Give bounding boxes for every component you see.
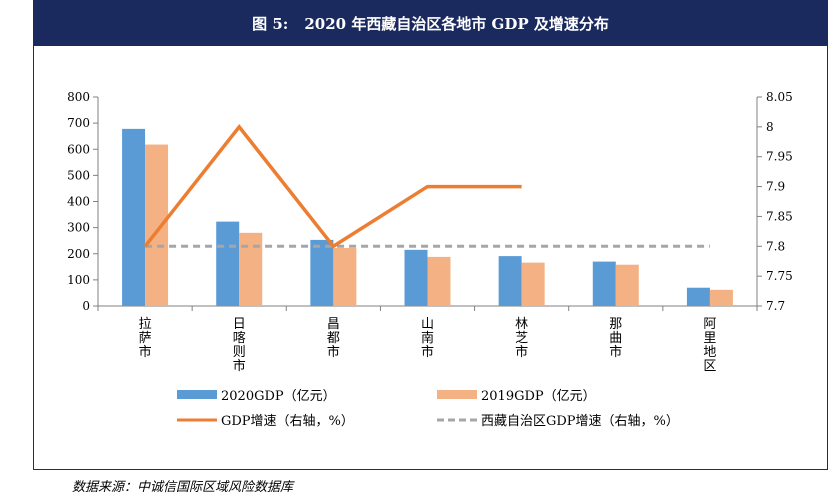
bar-2020gdp xyxy=(404,249,428,306)
x-tick-label: 林 xyxy=(515,317,528,332)
x-tick-label: 芝 xyxy=(515,330,528,346)
line-gdp-growth xyxy=(143,124,522,249)
legend-label: 2019GDP（亿元） xyxy=(481,389,596,404)
bar-2019gdp xyxy=(615,264,639,306)
y-right-tick-label: 7.85 xyxy=(766,209,793,223)
figure-title: 2020 年西藏自治区各地市 GDP 及增速分布 xyxy=(304,14,609,33)
x-tick-label: 地 xyxy=(703,345,716,360)
y-right-tick-label: 8.05 xyxy=(766,90,793,104)
bar-2020gdp xyxy=(498,256,522,306)
bar-2019gdp xyxy=(427,256,451,306)
x-tick-label: 山 xyxy=(421,317,434,332)
x-tick-label: 拉 xyxy=(139,317,152,332)
y-left-tick-label: 400 xyxy=(67,195,90,209)
bar-2019gdp xyxy=(239,232,263,306)
y-right-tick-label: 7.8 xyxy=(766,239,785,253)
x-tick-label: 里 xyxy=(703,331,716,346)
x-tick-label: 则 xyxy=(233,345,246,360)
y-right-tick-label: 7.7 xyxy=(766,299,785,313)
y-left-tick-label: 600 xyxy=(67,142,90,156)
x-tick-label: 市 xyxy=(609,344,622,360)
x-tick-label: 阿 xyxy=(703,317,716,332)
legend-label: 西藏自治区GDP增速（右轴，%） xyxy=(481,414,679,429)
legend-label: 2020GDP（亿元） xyxy=(221,389,336,404)
x-tick-label: 日 xyxy=(233,317,246,332)
x-tick-label: 市 xyxy=(139,344,152,360)
x-tick-label: 喀 xyxy=(233,330,246,346)
legend-label: GDP增速（右轴，%） xyxy=(221,414,354,429)
y-left-tick-label: 300 xyxy=(67,221,90,235)
legend-swatch xyxy=(177,390,217,399)
y-left-tick-label: 200 xyxy=(67,247,90,261)
bar-2019gdp xyxy=(521,262,545,306)
y-right-tick-label: 7.9 xyxy=(766,180,785,194)
x-tick-label: 市 xyxy=(233,358,246,374)
bar-2019gdp xyxy=(709,289,733,306)
legend-swatch xyxy=(437,390,477,399)
x-tick-label: 南 xyxy=(421,330,434,346)
y-left-tick-label: 800 xyxy=(67,90,90,104)
bar-2019gdp xyxy=(145,144,169,306)
x-tick-label: 那 xyxy=(609,317,622,332)
x-tick-label: 区 xyxy=(703,359,716,374)
x-tick-label: 曲 xyxy=(609,331,622,346)
y-left-tick-label: 700 xyxy=(67,116,90,130)
y-left-tick-label: 100 xyxy=(67,273,90,287)
x-tick-label: 市 xyxy=(421,344,434,360)
chart-svg: 0 100 200 300 400 500 600 700 800 7.7 7.75 7.8 7.85 7… xyxy=(67,90,793,429)
bar-2020gdp xyxy=(310,239,334,306)
x-tick-label: 萨 xyxy=(139,331,152,346)
source-note: 数据来源：中诚信国际区域风险数据库 xyxy=(72,480,294,495)
bar-2019gdp xyxy=(333,248,357,306)
bar-2020gdp xyxy=(686,287,710,306)
x-tick-label: 市 xyxy=(327,344,340,360)
y-right-tick-label: 7.95 xyxy=(766,150,793,164)
y-left-tick-label: 500 xyxy=(67,168,90,182)
y-left-tick-label: 0 xyxy=(82,299,90,313)
bar-2020gdp xyxy=(592,261,616,306)
figure-header: 图 5: 2020 年西藏自治区各地市 GDP 及增速分布 xyxy=(33,0,828,46)
bar-2020gdp xyxy=(216,221,240,306)
figure-number: 图 5: xyxy=(252,14,289,33)
bar-2020gdp xyxy=(122,128,146,306)
x-tick-label: 市 xyxy=(515,344,528,360)
y-right-tick-label: 7.75 xyxy=(766,269,793,283)
x-tick-label: 昌 xyxy=(327,317,340,332)
y-right-tick-label: 8 xyxy=(766,120,774,134)
x-tick-label: 都 xyxy=(327,331,340,346)
